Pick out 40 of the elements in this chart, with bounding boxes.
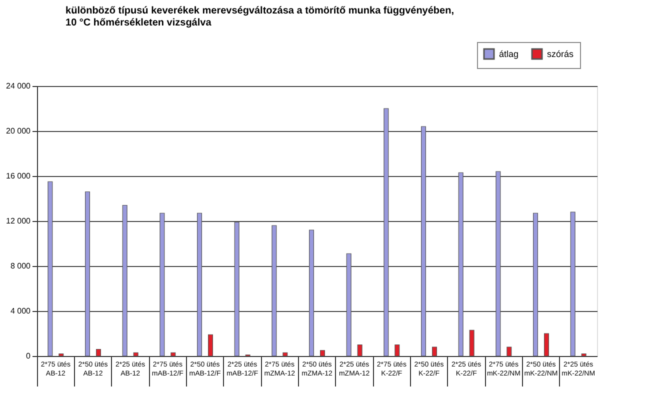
bar (320, 350, 325, 356)
bar (496, 171, 501, 356)
bar (506, 346, 512, 356)
bar (421, 126, 426, 356)
bar (432, 346, 437, 356)
bar (570, 212, 576, 356)
y-tick-label: 16 000 (6, 172, 32, 180)
bar (122, 204, 128, 356)
bar (170, 352, 176, 356)
bar (282, 352, 288, 356)
bar (85, 191, 90, 356)
bar (133, 352, 138, 356)
bar (234, 222, 240, 356)
text: 10 °C hőmérsékleten vizsgálva (66, 18, 212, 28)
bar (394, 344, 400, 356)
bar (533, 212, 538, 356)
bar (346, 253, 352, 356)
bar (581, 353, 586, 356)
bar (197, 212, 202, 356)
y-tick-label: 4 000 (10, 306, 32, 316)
bar (58, 353, 64, 356)
y-tick-label: 24 000 (6, 82, 32, 90)
bar (208, 334, 213, 356)
bar (160, 212, 165, 356)
bar (384, 108, 389, 356)
y-tick-label: 12 000 (6, 216, 32, 226)
legend-label: átlag (499, 49, 519, 59)
bar (357, 344, 362, 356)
y-tick-label: 0 (26, 352, 32, 360)
bar (48, 181, 53, 356)
bar (544, 333, 549, 356)
bar (469, 330, 474, 356)
bar (458, 172, 464, 356)
text: különböző típusú keverékek merevségváltozása a tömörítő munka függvényében, (66, 6, 454, 16)
y-tick-label: 20 000 (6, 126, 32, 136)
bar (309, 230, 314, 356)
legend-label: szórás (547, 49, 574, 59)
bar (96, 348, 101, 356)
y-tick-label: 8 000 (10, 262, 32, 270)
bar (272, 225, 277, 356)
